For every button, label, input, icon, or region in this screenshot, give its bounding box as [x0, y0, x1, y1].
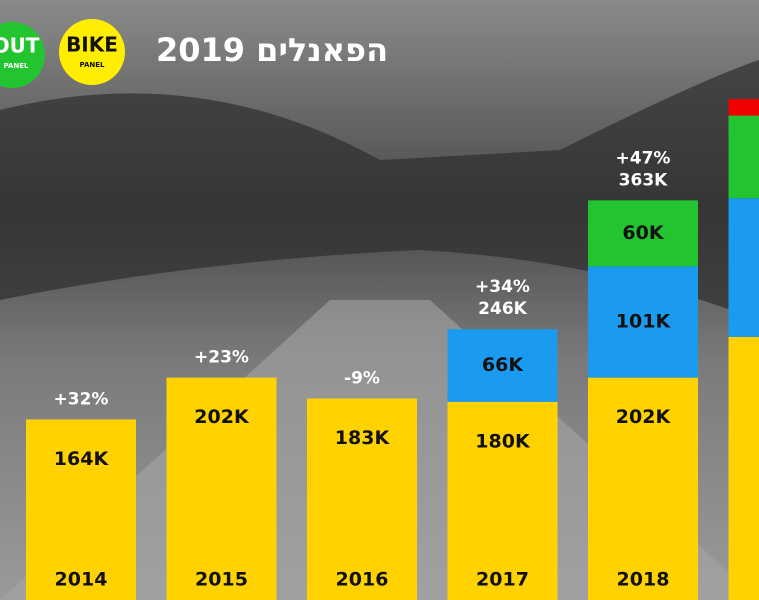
x-tick-label: 2018: [617, 569, 670, 591]
bar-segment: [166, 377, 277, 600]
growth-label: +34%: [475, 277, 530, 297]
chart-title: הפאנלים 2019: [156, 31, 388, 69]
x-tick-label: 2015: [195, 569, 248, 591]
bar-segment: [728, 99, 759, 116]
growth-label: +32%: [54, 389, 109, 409]
growth-label: +47%: [616, 148, 671, 168]
total-label: 246K: [478, 299, 527, 319]
bar-segment: [307, 398, 417, 600]
x-tick-label: 2016: [336, 569, 389, 591]
logo-text: OUT: [0, 34, 40, 58]
logo-text: BIKE: [66, 33, 118, 57]
value-label: 183K: [335, 427, 391, 449]
bar-segment: [447, 329, 558, 402]
bar-segment: [26, 419, 136, 600]
bar-segment: [447, 401, 558, 600]
total-label: 363K: [619, 170, 668, 190]
logo-sub: PANEL: [3, 62, 29, 70]
value-label: 101K: [616, 311, 672, 333]
value-label: 60K: [622, 222, 664, 244]
logo-out: [0, 22, 45, 88]
bar-segment: [728, 336, 759, 600]
value-label: 164K: [54, 448, 110, 470]
x-tick-label: 2017: [476, 569, 529, 591]
bar-segment: [588, 200, 698, 267]
logo-bike: [59, 19, 125, 85]
value-label: 202K: [194, 406, 250, 428]
bar-segment: [588, 377, 698, 600]
bar-segment: [588, 266, 698, 378]
logo-sub: PANEL: [79, 61, 105, 69]
value-label: 180K: [475, 430, 531, 452]
value-label: 202K: [616, 406, 672, 428]
bar-segment: [728, 115, 759, 199]
bar-segment: [728, 198, 759, 337]
trees: [0, 60, 759, 320]
growth-label: -9%: [344, 369, 380, 389]
growth-label: +23%: [194, 348, 249, 368]
x-tick-label: 2014: [55, 569, 108, 591]
value-label: 66K: [482, 354, 524, 376]
